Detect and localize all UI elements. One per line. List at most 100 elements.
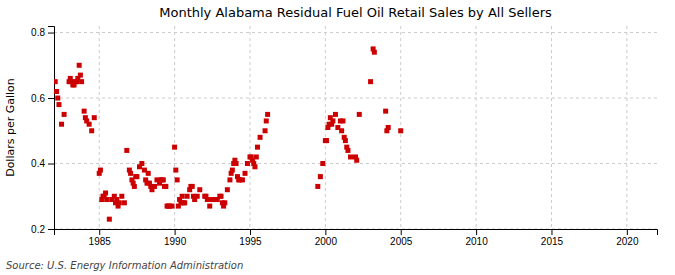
point xyxy=(339,128,344,133)
grid-line xyxy=(174,26,175,229)
point xyxy=(372,50,377,55)
point xyxy=(77,63,82,68)
tick-label: 0.6 xyxy=(31,93,45,104)
point xyxy=(54,79,58,84)
point xyxy=(54,89,59,94)
point xyxy=(222,200,227,205)
tick: 2015 xyxy=(541,229,564,247)
point xyxy=(264,118,269,123)
grid-line xyxy=(54,32,657,33)
point xyxy=(324,138,329,143)
point xyxy=(348,154,353,159)
point xyxy=(122,200,127,205)
grid-line xyxy=(54,98,657,99)
tick: 2010 xyxy=(465,229,488,247)
tick-mark xyxy=(250,229,251,235)
tick: 2005 xyxy=(390,229,413,247)
tick-label: 1990 xyxy=(164,236,187,247)
point xyxy=(340,118,345,123)
point xyxy=(170,204,175,209)
tick-mark xyxy=(48,33,54,34)
point xyxy=(79,79,84,84)
point xyxy=(132,184,137,189)
tick-mark xyxy=(476,229,477,235)
tick-label: 2010 xyxy=(465,236,488,247)
tick-label: 1995 xyxy=(239,236,262,247)
tick-label: 1985 xyxy=(89,236,112,247)
point xyxy=(315,184,320,189)
tick-label: 2005 xyxy=(390,236,413,247)
source-note: Source: U.S. Energy Information Administ… xyxy=(6,260,243,271)
point xyxy=(333,112,338,117)
grid-line xyxy=(626,26,627,229)
point xyxy=(343,138,348,143)
tick: 2000 xyxy=(315,229,338,247)
tick-mark xyxy=(401,229,402,235)
grid-line xyxy=(249,26,250,229)
tick-mark xyxy=(48,229,54,230)
point xyxy=(245,161,250,166)
point xyxy=(330,118,335,123)
point xyxy=(87,122,92,127)
tick-label: 2000 xyxy=(315,236,338,247)
point xyxy=(254,154,259,159)
point xyxy=(134,174,139,179)
point xyxy=(219,194,224,199)
point xyxy=(139,161,144,166)
tick: 0.4 xyxy=(31,158,54,169)
point xyxy=(98,168,103,173)
tick-label: 0.8 xyxy=(31,27,45,38)
grid xyxy=(54,26,657,229)
point xyxy=(59,122,64,127)
tick-label: 0.2 xyxy=(31,224,45,235)
tick: 1985 xyxy=(89,229,112,247)
tick-mark xyxy=(48,98,54,99)
point xyxy=(230,168,235,173)
point xyxy=(103,190,108,195)
tick-label: 2015 xyxy=(541,236,564,247)
point xyxy=(240,177,245,182)
tick: 2020 xyxy=(616,229,639,247)
points xyxy=(54,46,403,221)
point xyxy=(258,135,263,140)
point xyxy=(182,200,187,205)
point xyxy=(172,145,177,150)
tick: 1995 xyxy=(239,229,262,247)
tick-mark xyxy=(551,229,552,235)
tick: 0.8 xyxy=(31,27,54,38)
point xyxy=(345,148,350,153)
point xyxy=(227,177,232,182)
point xyxy=(124,148,129,153)
point xyxy=(78,73,83,78)
grid-line xyxy=(54,163,657,164)
point xyxy=(117,200,122,205)
chart: 198519901995200020052010201520200.20.40.… xyxy=(0,0,675,275)
point xyxy=(107,217,112,222)
point xyxy=(55,96,60,101)
x-axis: 1985 1990 1995 2000 2005 2010 2015 2020 xyxy=(55,229,658,247)
point xyxy=(234,161,239,166)
point xyxy=(357,112,362,117)
tick-label: 2020 xyxy=(616,236,639,247)
axis-line xyxy=(48,27,55,230)
point xyxy=(255,145,260,150)
point xyxy=(163,184,168,189)
y-axis: 0.2 0.4 0.6 0.8 xyxy=(31,27,54,235)
tick: 1990 xyxy=(164,229,187,247)
point xyxy=(56,102,61,107)
grid-line xyxy=(551,26,552,229)
tick: 0.6 xyxy=(31,93,54,104)
point xyxy=(197,187,202,192)
point xyxy=(190,184,195,189)
point xyxy=(104,197,109,202)
tick-mark xyxy=(48,164,54,165)
grid-line xyxy=(400,26,401,229)
point xyxy=(368,79,373,84)
point xyxy=(82,109,87,114)
point xyxy=(173,168,178,173)
point xyxy=(252,164,257,169)
y-axis-title: Dollars per Gallon xyxy=(4,78,17,177)
point xyxy=(263,128,268,133)
point xyxy=(225,187,230,192)
point xyxy=(180,194,185,199)
